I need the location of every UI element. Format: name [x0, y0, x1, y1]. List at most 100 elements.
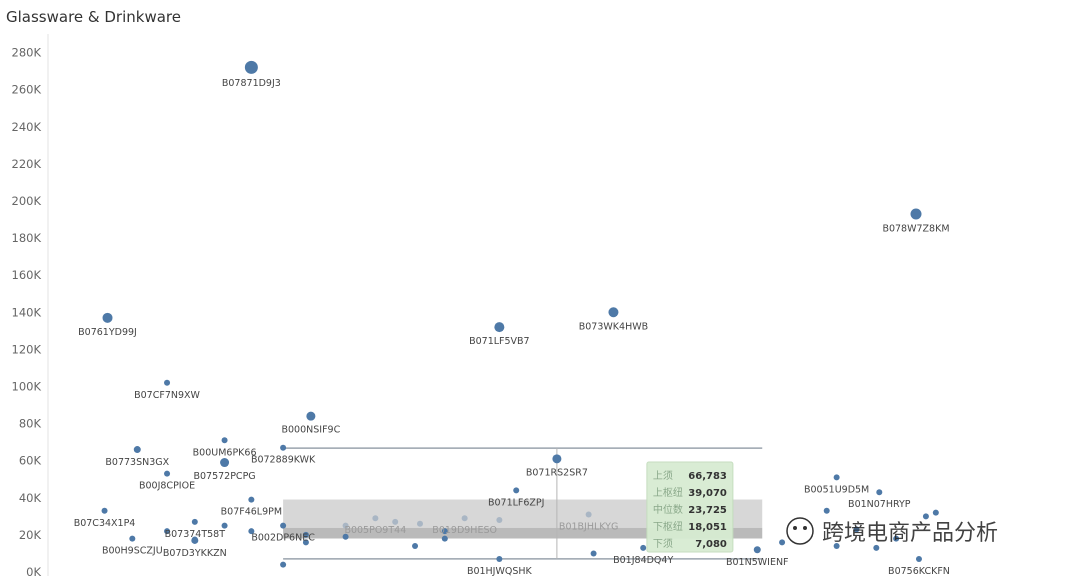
data-point[interactable]: [342, 522, 349, 529]
data-point[interactable]: [133, 446, 141, 454]
tooltip-key: 上枢纽: [653, 486, 683, 499]
data-point[interactable]: [590, 550, 597, 557]
data-point[interactable]: [392, 518, 399, 525]
wechat-icon-eye: [803, 526, 807, 530]
data-point[interactable]: [302, 531, 309, 538]
data-point[interactable]: [280, 444, 287, 451]
data-point[interactable]: [101, 507, 108, 514]
data-point[interactable]: [129, 535, 136, 542]
data-point[interactable]: [164, 379, 171, 386]
point-label: B071RS2SR7: [526, 467, 588, 478]
data-point[interactable]: [164, 528, 171, 535]
point-label: B01HJWQSHK: [467, 566, 533, 577]
y-tick-label: 240K: [12, 120, 42, 134]
data-point[interactable]: [280, 522, 287, 529]
point-label: B0756KCKFN: [888, 566, 950, 577]
data-point[interactable]: [461, 515, 468, 522]
tooltip-value: 23,725: [688, 505, 727, 516]
data-point[interactable]: [221, 437, 228, 444]
point-label: B00H9SCZJU: [102, 546, 163, 557]
y-tick-label: 180K: [12, 231, 42, 245]
point-label: B07374T58T: [165, 529, 226, 540]
point-label: B07572PCPG: [193, 471, 255, 482]
data-point[interactable]: [876, 489, 883, 496]
data-point[interactable]: [893, 535, 900, 542]
data-point[interactable]: [910, 208, 922, 220]
data-point[interactable]: [496, 556, 503, 563]
data-point[interactable]: [833, 474, 840, 481]
point-label: B072889KWK: [251, 455, 316, 466]
point-labels: B07871D9J3 B078W7Z8KM B0761YD99J B071LF5VB7…: [74, 78, 950, 577]
y-tick-label: 100K: [12, 379, 42, 393]
point-label: B00UM6PK66: [193, 447, 257, 458]
data-point[interactable]: [342, 533, 349, 540]
point-label: B07C34X1P4: [74, 518, 136, 529]
point-label: B07871D9J3: [222, 78, 281, 89]
point-label: B00J8CPIOE: [139, 481, 195, 492]
y-tick-label: 280K: [12, 46, 42, 60]
point-label: B005PO9T44: [344, 525, 406, 536]
tooltip-key: 下枢纽: [653, 520, 683, 533]
data-point[interactable]: [922, 513, 929, 520]
watermark: 跨境电商产品分析: [786, 517, 998, 546]
point-label: B01N07HRYP: [848, 499, 911, 510]
data-point[interactable]: [833, 543, 840, 550]
data-point[interactable]: [372, 515, 379, 522]
data-point[interactable]: [608, 307, 619, 318]
data-point[interactable]: [248, 528, 255, 535]
data-point[interactable]: [513, 487, 520, 494]
data-point[interactable]: [441, 535, 448, 542]
y-tick-label: 140K: [12, 305, 42, 319]
point-label: B0051U9D5M: [804, 484, 869, 495]
lower-hinge-box: [283, 527, 763, 539]
data-point[interactable]: [915, 556, 922, 563]
data-point[interactable]: [585, 511, 592, 518]
data-point[interactable]: [220, 458, 230, 468]
point-label: B0773SN3GX: [105, 457, 169, 468]
point-label: B000NSIF9C: [282, 425, 341, 436]
data-point[interactable]: [244, 60, 258, 74]
data-point[interactable]: [494, 322, 505, 333]
point-label: B078W7Z8KM: [882, 223, 949, 234]
data-point[interactable]: [753, 546, 761, 554]
data-point[interactable]: [779, 539, 786, 546]
data-point[interactable]: [412, 543, 419, 550]
tooltip-value: 7,080: [695, 539, 727, 550]
y-tick-label: 160K: [12, 268, 42, 282]
data-point[interactable]: [302, 539, 309, 546]
data-point[interactable]: [164, 470, 171, 477]
y-axis: 0K 20K 40K 60K 80K 100K 120K 140K 160K 180K 200K 22…: [12, 46, 42, 579]
point-label: B071LF5VB7: [469, 336, 530, 347]
point-label: B07D3YKKZN: [163, 548, 227, 559]
y-tick-label: 260K: [12, 83, 42, 97]
point-label: B01J84DQ4Y: [613, 555, 673, 566]
point-label: B07CF7N9XW: [134, 390, 200, 401]
tooltip-value: 66,783: [688, 471, 727, 482]
data-point[interactable]: [441, 528, 448, 535]
data-point[interactable]: [873, 544, 880, 551]
data-point[interactable]: [221, 522, 228, 529]
tooltip-key: 上须: [653, 470, 673, 482]
data-point[interactable]: [496, 517, 503, 524]
data-point[interactable]: [640, 544, 647, 551]
point-label: B0761YD99J: [78, 327, 137, 338]
tooltip-key: 中位数: [653, 503, 683, 516]
data-point[interactable]: [853, 526, 860, 533]
data-point[interactable]: [191, 518, 198, 525]
point-label: B019D9HESO: [432, 525, 497, 536]
data-point[interactable]: [552, 454, 562, 464]
y-tick-label: 60K: [19, 454, 42, 468]
point-label: B002DP6NEC: [251, 533, 315, 544]
data-point[interactable]: [932, 509, 939, 516]
data-point[interactable]: [306, 411, 316, 421]
point-label: B071LF6ZPJ: [488, 497, 545, 508]
data-point[interactable]: [823, 507, 830, 514]
y-tick-label: 220K: [12, 157, 42, 171]
data-point[interactable]: [191, 536, 198, 543]
data-point[interactable]: [102, 312, 113, 323]
data-point[interactable]: [280, 561, 287, 568]
data-point[interactable]: [248, 496, 255, 503]
data-point[interactable]: [417, 520, 423, 527]
tooltip-value: 18,051: [688, 522, 727, 533]
